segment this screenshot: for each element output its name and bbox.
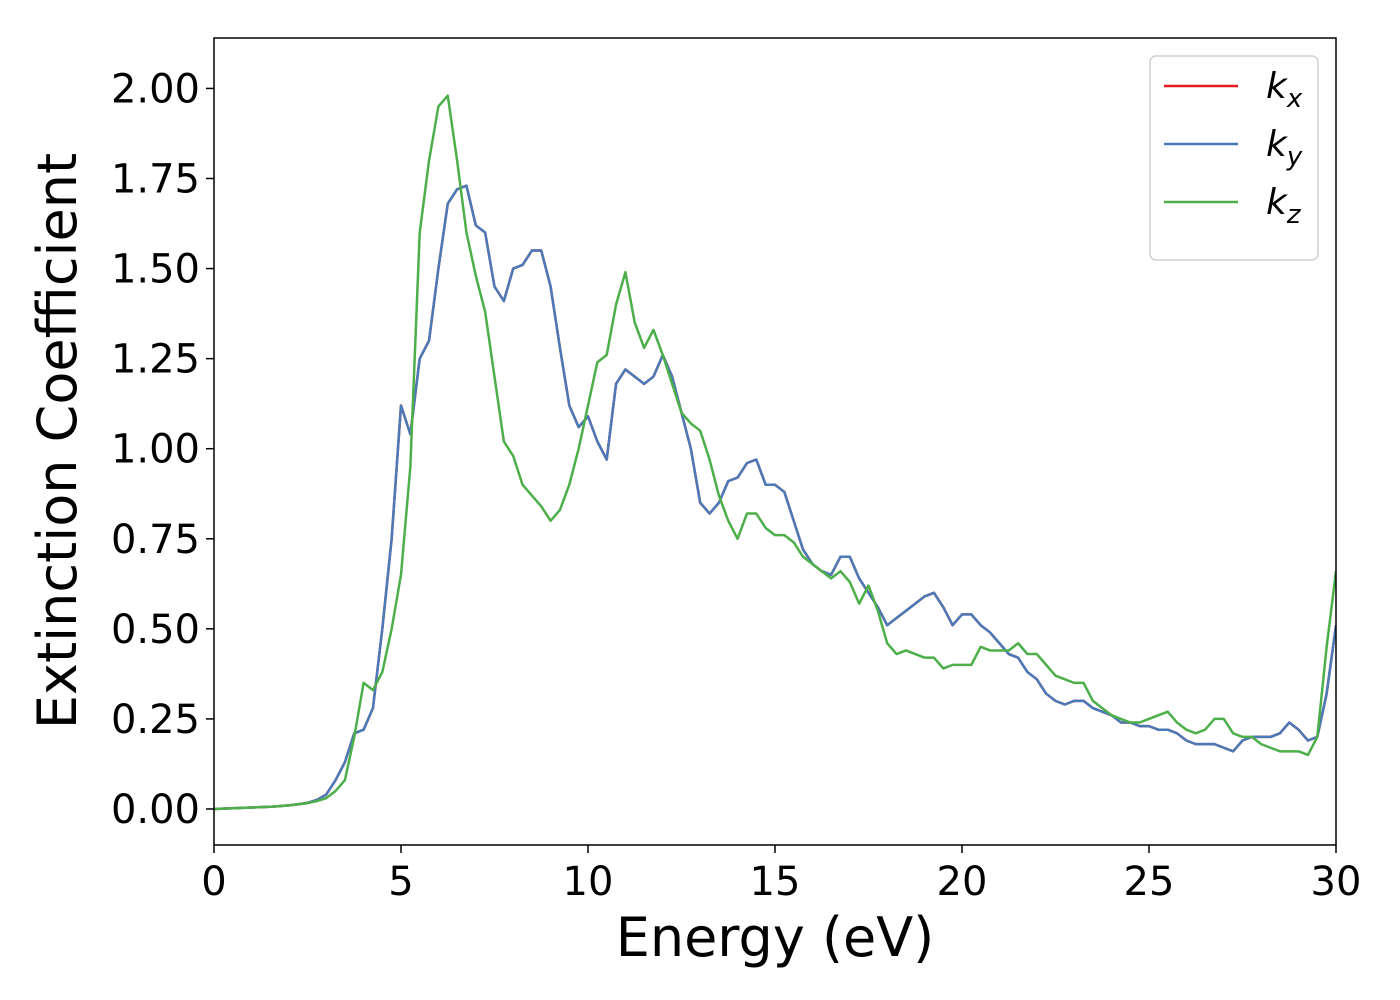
legend-label: kz — [1266, 182, 1302, 230]
x-tick-label: 20 — [937, 859, 988, 905]
y-tick-label: 1.50 — [111, 247, 200, 293]
x-tick-label: 10 — [563, 859, 614, 905]
y-tick-label: 2.00 — [111, 66, 200, 112]
x-tick-label: 30 — [1311, 859, 1362, 905]
y-tick-label: 1.75 — [111, 157, 200, 203]
y-tick-label: 0.00 — [111, 787, 200, 833]
x-tick-label: 25 — [1124, 859, 1175, 905]
series-line — [214, 184, 1336, 811]
legend-box — [1149, 55, 1319, 261]
legend-label: ky — [1266, 124, 1303, 172]
x-tick-label: 0 — [201, 859, 226, 905]
x-tick-label: 5 — [388, 859, 413, 905]
y-tick-label: 1.00 — [111, 427, 200, 473]
y-tick-label: 0.25 — [111, 697, 200, 743]
series-line — [214, 94, 1336, 811]
y-tick-label: 0.75 — [111, 517, 200, 563]
x-axis-label: Energy (eV) — [616, 906, 935, 969]
series-line — [214, 184, 1336, 811]
x-tick-label: 15 — [750, 859, 801, 905]
y-axis-label: Extinction Coefficient — [26, 153, 89, 729]
y-tick-label: 0.50 — [111, 607, 200, 653]
y-tick-label: 1.25 — [111, 337, 200, 383]
legend-label: kx — [1266, 66, 1303, 114]
plot-frame — [213, 37, 1337, 846]
